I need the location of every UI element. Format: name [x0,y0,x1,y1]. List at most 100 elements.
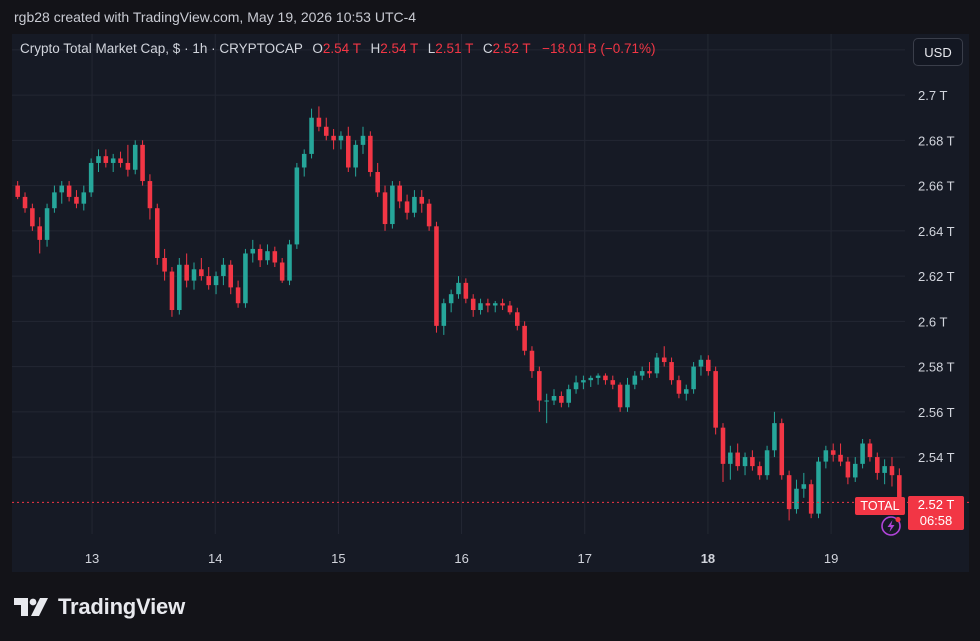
candle [617,382,623,412]
candle [698,355,704,376]
x-tick-label: 19 [824,551,838,566]
candle [103,149,109,168]
x-tick-label: 14 [208,551,222,566]
candle [110,153,116,173]
candle [294,162,300,249]
candle [221,257,226,286]
candles [15,106,902,521]
candle [610,375,616,390]
candle [529,346,535,378]
candle [147,174,153,220]
candle [353,140,358,177]
candle [250,239,256,263]
tradingview-logo-icon [14,598,48,616]
candle [66,181,72,202]
candle [412,190,417,218]
candle [397,181,403,209]
candle [316,106,322,132]
candle [44,203,50,247]
currency-button[interactable]: USD [913,38,963,66]
y-tick-label: 2.56 T [918,405,955,420]
candle [434,221,439,333]
candle [96,149,101,173]
legend-close-label: C [482,41,493,56]
candle [125,144,131,177]
x-tick-label: 13 [85,551,99,566]
chart-credit: rgb28 created with TradingView.com, May … [14,9,417,25]
candle [772,411,777,458]
candle [206,267,211,290]
candle [492,300,498,313]
candle [625,377,630,412]
candle [845,457,851,485]
candle [74,190,79,209]
tradingview-logo[interactable]: TradingView [14,594,185,620]
candle [632,371,638,390]
y-axis: 2.54 T 2.56 T 2.58 T 2.6 T 2.62 T 2.64 T 2.66 … [918,43,955,465]
candle [764,445,770,480]
candle [338,131,344,150]
candle [485,298,491,313]
candle [867,438,873,462]
candle [706,355,711,376]
candle [808,479,814,519]
candle [265,244,270,265]
candle [669,357,674,385]
candle [500,298,505,311]
candle [154,203,160,265]
candle [654,353,660,378]
candle [59,181,65,204]
candle [691,362,696,394]
legend-high-value: 2.54 T [380,41,419,56]
candle [375,162,380,197]
candle [830,443,836,462]
candle [448,289,454,313]
y-tick-label: 2.58 T [918,360,955,375]
y-tick-label: 2.7 T [918,88,947,103]
candle [140,140,145,186]
candle [279,257,285,283]
candle [551,389,557,406]
candle [235,280,241,308]
candle [15,181,20,200]
candle [441,298,447,335]
candle [676,375,682,399]
candle [537,366,542,412]
candle [647,362,652,378]
candle [228,260,234,295]
candle [507,300,513,315]
x-tick-label: 17 [578,551,592,566]
legend-low-value: 2.51 T [435,41,474,56]
y-tick-label: 2.54 T [918,450,955,465]
last-price-value: 2.52 T [917,497,955,512]
candle [184,253,189,288]
tradingview-logo-text: TradingView [58,594,185,619]
chart-area[interactable]: 2.54 T 2.56 T 2.58 T 2.6 T 2.62 T 2.64 T 2.66 … [12,34,969,572]
candle [595,373,601,385]
y-tick-label: 2.62 T [918,269,955,284]
candle [728,445,733,480]
y-tick-label: 2.64 T [918,224,955,239]
flash-alert-icon[interactable] [880,515,902,537]
candle [81,185,87,211]
candle [581,375,586,390]
candle [750,450,755,471]
candle [323,117,329,141]
candle [720,423,726,482]
candle [132,140,138,175]
candle [889,457,895,487]
candle [683,384,689,401]
candle [823,445,829,469]
candle [177,257,182,315]
candle [301,149,307,177]
candlestick-chart: 2.54 T 2.56 T 2.58 T 2.6 T 2.62 T 2.64 T 2.66 … [12,34,969,566]
candle [757,461,763,480]
y-tick-label: 2.66 T [918,179,955,194]
candle [639,366,645,381]
candle [566,384,571,408]
candle [360,126,366,154]
x-axis: 13 14 15 16 17 18 19 [85,551,839,566]
legend-symbol: Crypto Total Market Cap, $ · 1h · CRYPTO… [20,41,303,56]
candle [257,244,263,268]
candle [287,239,292,286]
